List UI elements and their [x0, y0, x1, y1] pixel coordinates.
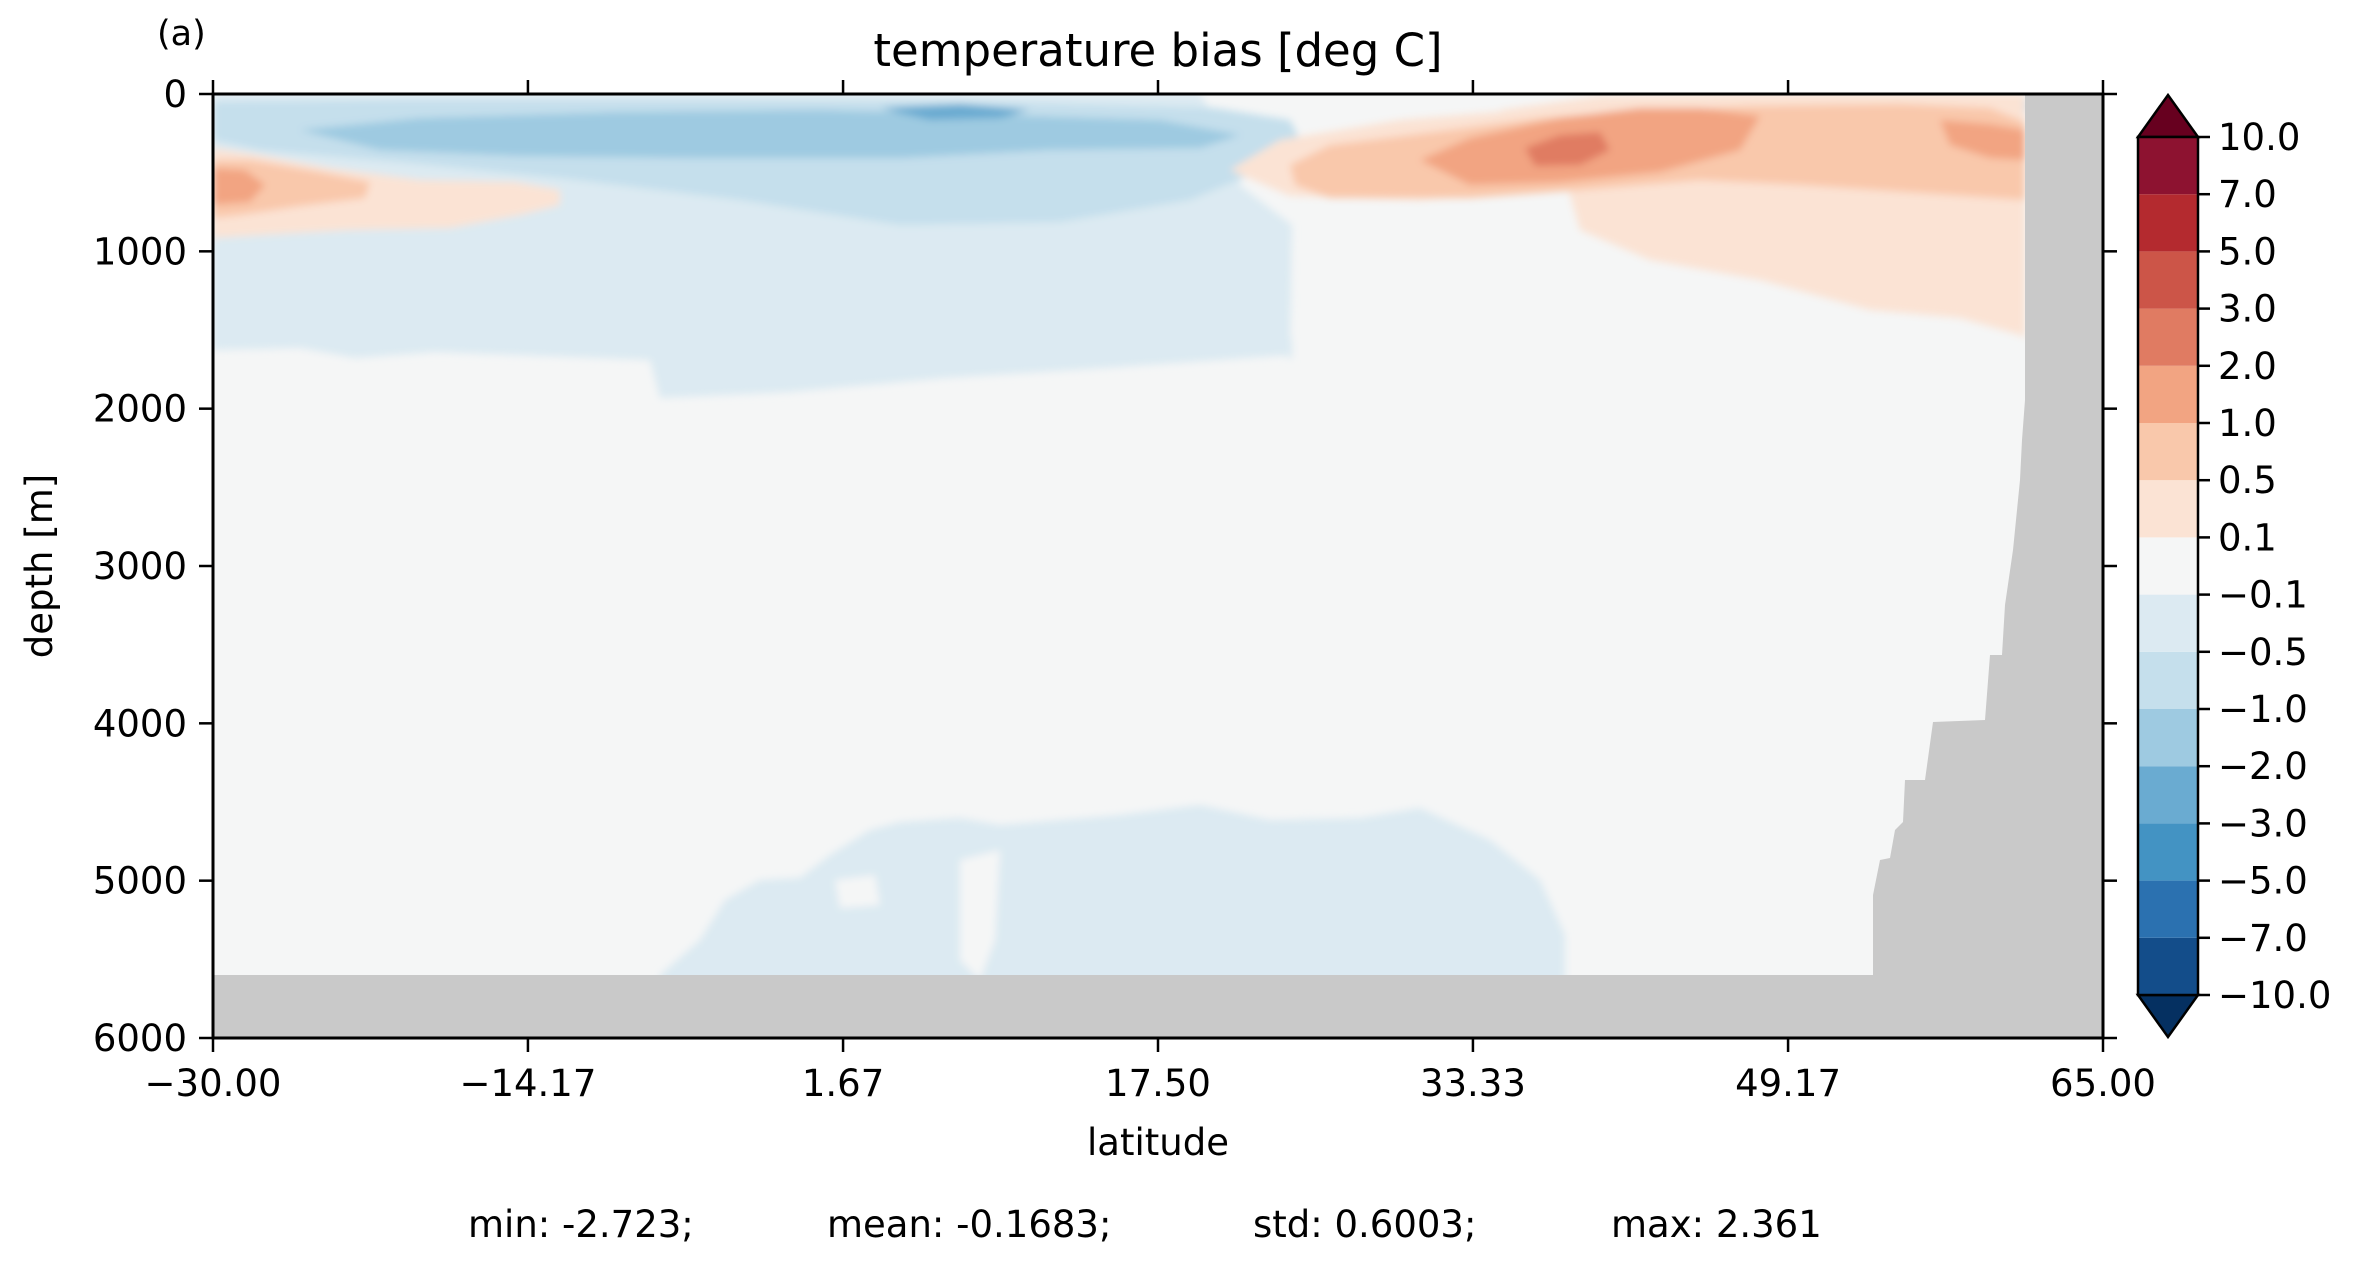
x-tick-label: 65.00: [2050, 1062, 2156, 1105]
colorbar-tick-label: −7.0: [2218, 917, 2308, 960]
contour-pos-1.0-south: [213, 168, 265, 205]
colorbar-segment: [2138, 709, 2198, 767]
contour-pos-0.5-south: [213, 160, 370, 218]
colorbar-tick-label: 10.0: [2218, 116, 2300, 159]
colorbar-segment: [2138, 823, 2198, 881]
colorbar-tick-label: −10.0: [2218, 974, 2331, 1017]
colorbar-extend-min: [2135, 993, 2201, 1040]
colorbar-tick-label: −2.0: [2218, 745, 2308, 788]
colorbar-tick-label: 0.1: [2218, 516, 2277, 559]
colorbar-segment: [2138, 937, 2198, 995]
y-tick-label: 1000: [93, 230, 187, 273]
colorbar-tick-label: 5.0: [2218, 230, 2277, 273]
colorbar: −10.0 −7.0 −5.0 −3.0 −2.0 −1.0 −0.5 −0.1 0.1 0.5 1…: [2135, 92, 2331, 1040]
contour-neg-2.0: [880, 104, 1030, 120]
colorbar-segment: [2138, 880, 2198, 938]
contour-pos-2.0-north: [1525, 132, 1610, 166]
stat-mean: mean: -0.1683;: [827, 1203, 1111, 1246]
colorbar-tick-label: 0.5: [2218, 459, 2277, 502]
x-tick-label: −14.17: [459, 1062, 596, 1105]
x-axis-label: latitude: [1087, 1121, 1229, 1164]
colorbar-tick-label: 3.0: [2218, 288, 2277, 331]
land-mask-east: [1873, 94, 2103, 1038]
colorbar-tick-label: 7.0: [2218, 173, 2277, 216]
colorbar-tick-label: −3.0: [2218, 802, 2308, 845]
x-axis: −30.00 −14.17 1.67 17.50 33.33 49.17 65.00: [145, 80, 2156, 1105]
colorbar-segment: [2138, 537, 2198, 595]
plot-area: [213, 94, 2103, 1038]
colorbar-segment: [2138, 651, 2198, 709]
y-axis-label: depth [m]: [18, 474, 61, 658]
stat-max: max: 2.361: [1611, 1203, 1822, 1246]
colorbar-segment: [2138, 137, 2198, 195]
chart-title: temperature bias [deg C]: [873, 24, 1442, 77]
colorbar-tick-label: 2.0: [2218, 345, 2277, 388]
y-tick-label: 0: [163, 73, 187, 116]
colorbar-tick-label: −0.5: [2218, 631, 2308, 674]
y-tick-label: 2000: [93, 388, 187, 431]
y-tick-label: 3000: [93, 545, 187, 588]
colorbar-tick-label: 1.0: [2218, 402, 2277, 445]
contour-pos-1.0-north-east: [1940, 120, 2025, 160]
land-mask-bottom: [213, 975, 2103, 1038]
colorbar-segment: [2138, 423, 2198, 481]
x-tick-label: −30.00: [145, 1062, 282, 1105]
colorbar-tick-label: −1.0: [2218, 688, 2308, 731]
colorbar-segment: [2138, 766, 2198, 824]
y-axis: 0 1000 2000 3000 4000 5000 6000: [93, 73, 2117, 1060]
stat-std: std: 0.6003;: [1253, 1203, 1476, 1246]
colorbar-extend-max: [2135, 92, 2201, 139]
contour-cut-1: [835, 875, 880, 908]
contour-neg-1.0: [300, 110, 1240, 158]
contour-cut-2: [960, 850, 1000, 980]
y-tick-label: 6000: [93, 1017, 187, 1060]
colorbar-segment: [2138, 194, 2198, 252]
colorbar-frame: [2136, 135, 2200, 997]
x-tick-label: 17.50: [1105, 1062, 1211, 1105]
colorbar-tick-label: −0.1: [2218, 574, 2308, 617]
colorbar-segment: [2138, 594, 2198, 652]
y-tick-label: 5000: [93, 860, 187, 903]
contour-neg-0.1-mid: [213, 170, 1292, 398]
stat-min: min: -2.723;: [468, 1203, 694, 1246]
panel-label: (a): [157, 14, 206, 54]
colorbar-tick-label: −5.0: [2218, 860, 2308, 903]
colorbar-segment: [2138, 365, 2198, 423]
x-tick-label: 1.67: [802, 1062, 884, 1105]
colorbar-segment: [2138, 251, 2198, 309]
y-tick-label: 4000: [93, 702, 187, 745]
colorbar-segment: [2138, 480, 2198, 538]
x-tick-label: 33.33: [1420, 1062, 1526, 1105]
x-tick-label: 49.17: [1735, 1062, 1841, 1105]
colorbar-segment: [2138, 308, 2198, 366]
